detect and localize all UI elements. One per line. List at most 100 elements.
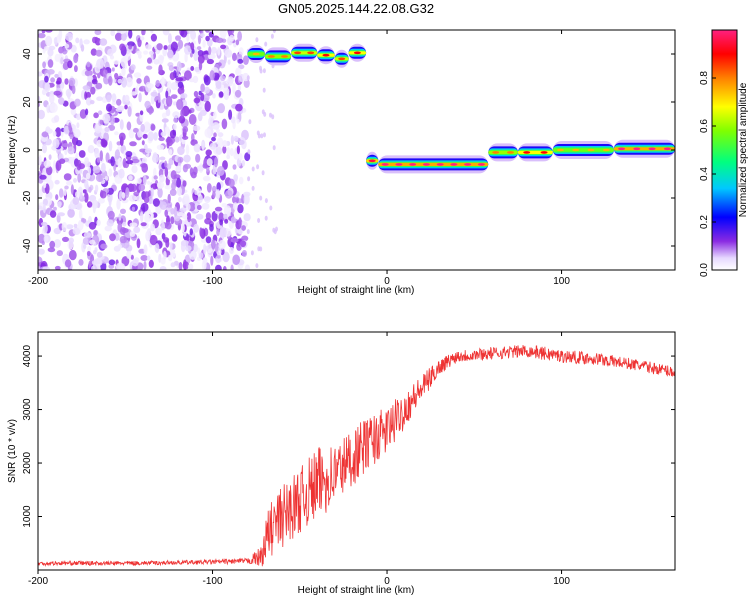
noise-speckle — [119, 43, 126, 51]
noise-speckle — [224, 189, 233, 199]
noise-speckle — [221, 80, 229, 91]
noise-speckle — [140, 222, 147, 227]
colorbar-gradient — [712, 30, 737, 270]
noise-speckle — [52, 130, 57, 137]
noise-speckle — [62, 143, 69, 148]
noise-speckle — [130, 183, 137, 192]
noise-speckle — [74, 53, 78, 61]
noise-speckle — [159, 201, 168, 210]
noise-speckle — [148, 50, 154, 56]
colorbar-tick-label: 0.0 — [699, 263, 710, 277]
noise-speckle — [91, 78, 98, 85]
noise-speckle — [183, 154, 191, 163]
colorbar-frame — [711, 29, 738, 271]
noise-speckle — [136, 78, 142, 84]
noise-speckle — [110, 30, 116, 37]
noise-speckle — [91, 265, 96, 270]
noise-speckle — [230, 237, 239, 243]
noise-speckle — [263, 132, 266, 138]
noise-speckle — [199, 227, 203, 237]
noise-speckle — [170, 216, 175, 225]
noise-speckle — [190, 30, 197, 40]
noise-speckle — [229, 247, 234, 254]
snr-line — [38, 345, 675, 567]
noise-speckle — [224, 219, 229, 224]
noise-speckle — [57, 212, 65, 217]
noise-speckle — [47, 69, 55, 75]
noise-speckle — [44, 75, 49, 83]
noise-speckle — [230, 216, 236, 224]
noise-speckle — [192, 125, 201, 132]
noise-speckle — [206, 158, 213, 167]
noise-speckle — [126, 121, 132, 131]
noise-speckle — [223, 254, 230, 260]
noise-speckle — [222, 140, 228, 148]
noise-speckle — [241, 235, 249, 242]
spectrogram-x-tick-label: 100 — [553, 276, 570, 287]
frequency-track — [348, 43, 367, 62]
spectrogram-y-tick-label: -20 — [22, 190, 33, 205]
noise-speckle — [75, 140, 83, 147]
noise-speckle — [150, 30, 154, 34]
noise-speckle — [133, 226, 141, 233]
spectrogram-x-tick-label: 0 — [384, 276, 390, 287]
colorbar-tick-label: 0.6 — [699, 119, 710, 133]
noise-speckle — [136, 238, 141, 249]
noise-speckle — [241, 225, 247, 231]
noise-speckle — [230, 116, 236, 124]
noise-speckle — [182, 164, 188, 173]
noise-speckle — [133, 127, 139, 133]
noise-speckle — [159, 55, 165, 61]
noise-speckle — [246, 75, 250, 81]
noise-speckle — [58, 54, 65, 65]
noise-speckle — [58, 188, 64, 198]
noise-speckle — [114, 72, 119, 80]
noise-speckle — [38, 265, 41, 270]
noise-speckle — [156, 181, 165, 189]
noise-speckle — [204, 100, 211, 112]
noise-speckle — [67, 208, 75, 218]
noise-speckle — [87, 246, 92, 252]
noise-speckle — [259, 246, 263, 252]
noise-speckle — [164, 126, 170, 134]
noise-speckle — [63, 188, 67, 196]
noise-speckle — [45, 35, 53, 47]
noise-speckle — [145, 44, 152, 50]
noise-speckle — [84, 180, 89, 189]
frequency-track — [517, 143, 553, 162]
noise-speckle — [61, 222, 68, 232]
noise-speckle — [147, 106, 154, 114]
snr-x-axis: -200 -100 0 100 — [28, 332, 570, 587]
spectrogram-y-tick-label: 20 — [22, 96, 33, 108]
noise-speckle — [194, 66, 201, 73]
noise-speckle — [165, 95, 173, 107]
noise-speckle — [72, 196, 80, 205]
noise-speckle — [104, 175, 109, 181]
noise-speckle — [43, 182, 47, 189]
noise-speckle — [206, 58, 214, 65]
noise-speckle — [209, 70, 215, 81]
noise-speckle — [68, 249, 77, 261]
noise-speckle — [233, 202, 238, 211]
colorbar: 0.0 0.2 0.4 0.6 0.8 Normalized spectral ampl… — [699, 29, 749, 277]
noise-speckle — [53, 37, 58, 45]
noise-speckle — [256, 164, 260, 170]
noise-speckle — [184, 45, 192, 55]
noise-speckle — [189, 52, 193, 58]
noise-speckle — [185, 144, 190, 155]
noise-speckle — [64, 43, 70, 49]
noise-speckle — [124, 94, 130, 103]
noise-speckle — [79, 109, 87, 119]
noise-speckle — [142, 133, 148, 139]
noise-speckle — [45, 30, 53, 33]
noise-speckle — [241, 250, 247, 257]
noise-speckle — [119, 119, 124, 130]
track-peak — [477, 163, 485, 166]
noise-speckle — [248, 119, 252, 125]
noise-speckle — [162, 30, 170, 36]
noise-speckle — [218, 239, 226, 250]
noise-speckle — [161, 112, 167, 119]
noise-speckle — [186, 34, 190, 42]
track-peak — [436, 163, 444, 166]
snr-x-tick-label: -200 — [28, 576, 48, 587]
